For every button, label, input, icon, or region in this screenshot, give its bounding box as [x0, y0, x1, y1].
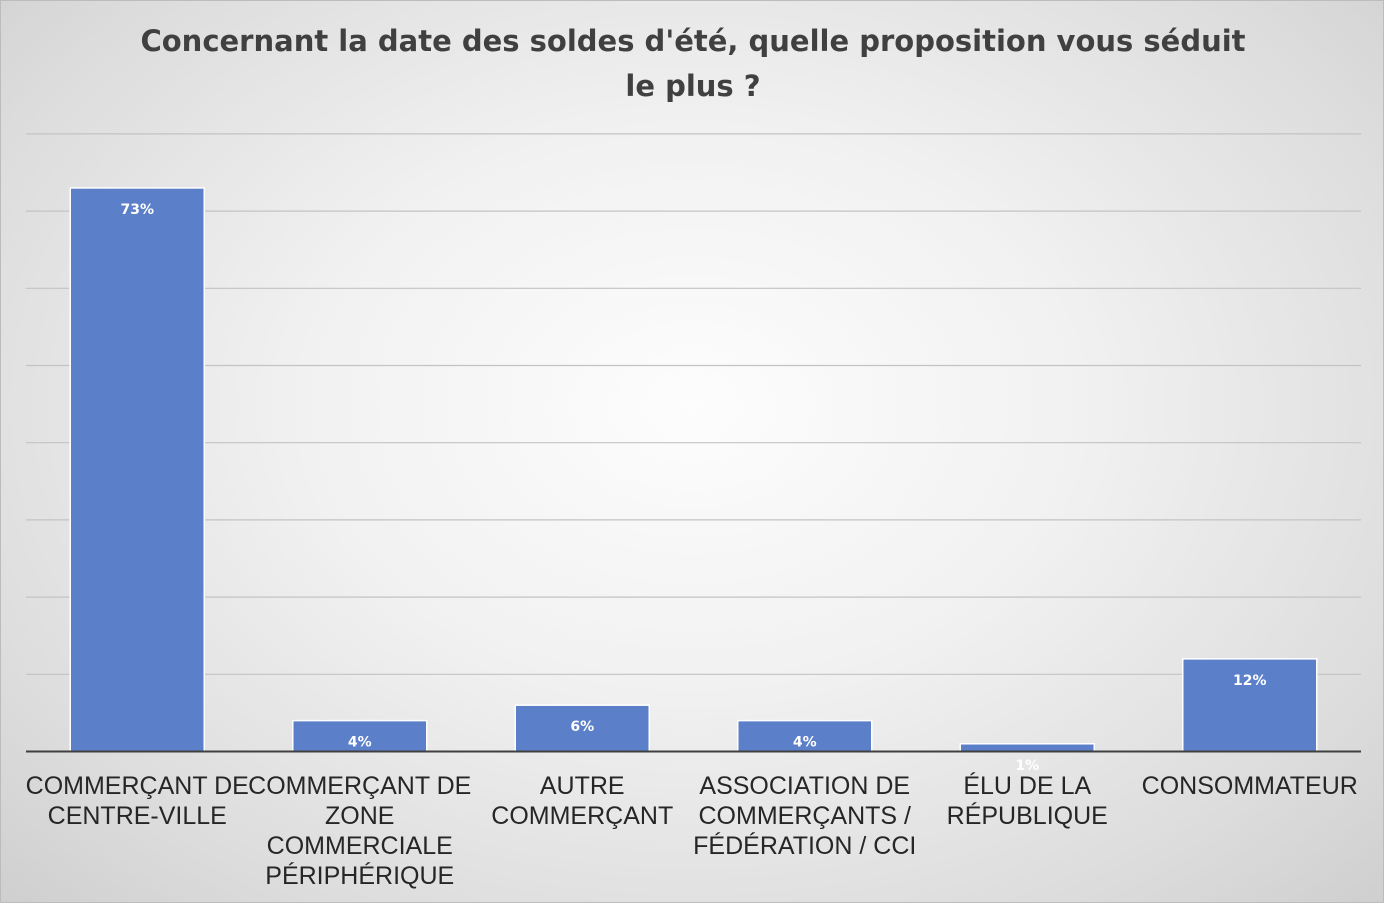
gridlines [26, 133, 1361, 675]
bar [514, 704, 650, 753]
data-label: 4% [793, 735, 817, 751]
bar [959, 743, 1095, 753]
bars [69, 187, 1318, 753]
x-tick-label: COMMERÇANT DE CENTRE-VILLE [26, 772, 249, 830]
data-label: 1% [1015, 758, 1039, 774]
data-labels: 73% 4% 6% 4% 1% 12% [120, 202, 1266, 774]
bar [737, 719, 873, 753]
data-label: 4% [348, 735, 372, 751]
bar [69, 187, 205, 753]
x-tick-label: COMMERÇANT DE ZONE COMMERCIALE PÉRIPHÉRIQUE [248, 772, 471, 890]
x-tick-label: ASSOCIATION DE COMMERÇANTS / FÉDÉRATION / … [693, 772, 916, 860]
data-label: 12% [1233, 673, 1267, 689]
data-label: 6% [570, 719, 594, 735]
x-tick-label: CONSOMMATEUR [1142, 772, 1358, 800]
bar [1182, 658, 1318, 753]
x-tick-label: AUTRE COMMERÇANT [491, 772, 673, 830]
data-label: 73% [120, 202, 154, 218]
x-tick-label: ÉLU DE LA RÉPUBLIQUE [947, 771, 1108, 830]
chart-title: Concernant la date des soldes d'été, que… [140, 24, 1246, 103]
